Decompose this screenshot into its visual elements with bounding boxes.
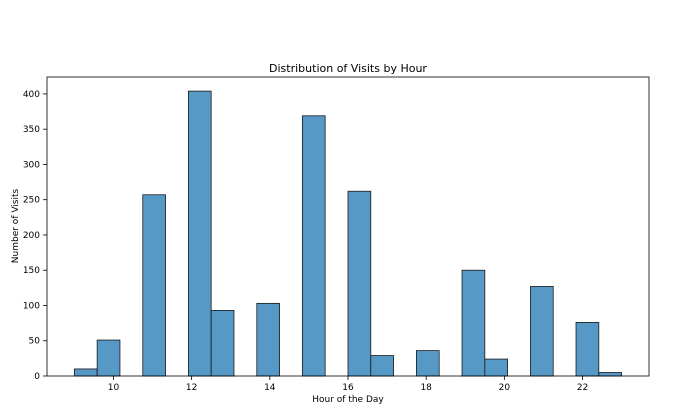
histogram-bar xyxy=(575,322,600,377)
histogram-bar xyxy=(256,302,280,377)
y-tick-label: 350 xyxy=(23,125,40,135)
histogram-bar xyxy=(598,372,623,377)
histogram-bar xyxy=(301,115,326,377)
histogram-bar xyxy=(370,355,394,377)
histogram-bar xyxy=(96,339,121,377)
y-tick-label: 50 xyxy=(29,337,41,347)
y-tick-label: 400 xyxy=(23,90,40,100)
x-tick-label: 18 xyxy=(420,383,432,393)
y-tick-label: 250 xyxy=(23,196,40,206)
histogram-bar xyxy=(210,310,235,377)
y-tick-label: 300 xyxy=(23,160,40,170)
x-tick-label: 14 xyxy=(264,383,276,393)
histogram-bar xyxy=(347,190,372,377)
plot-frame xyxy=(46,76,650,377)
chart-title: Distribution of Visits by Hour xyxy=(269,62,427,75)
histogram-bar xyxy=(530,286,554,377)
x-tick-label: 22 xyxy=(577,383,588,393)
y-tick-label: 0 xyxy=(34,372,40,382)
histogram-bar xyxy=(142,194,166,377)
histogram-bar xyxy=(416,350,440,377)
bars-group xyxy=(73,90,623,377)
histogram-bar xyxy=(73,368,98,377)
x-axis-ticks: 10 12 14 16 18 20 22 xyxy=(108,376,588,393)
histogram-bar xyxy=(187,90,212,377)
y-axis-ticks: 0 50 100 150 200 250 300 350 400 xyxy=(23,90,47,382)
y-axis-label: Number of Visits xyxy=(11,188,21,263)
x-axis-label: Hour of the Day xyxy=(312,395,384,405)
histogram-bar xyxy=(484,358,509,377)
x-tick-label: 16 xyxy=(342,383,354,393)
y-tick-label: 150 xyxy=(23,266,40,276)
y-tick-label: 100 xyxy=(23,301,40,311)
x-tick-label: 10 xyxy=(108,383,120,393)
histogram-bar xyxy=(461,269,486,377)
y-tick-label: 200 xyxy=(23,231,40,241)
x-tick-label: 20 xyxy=(499,383,511,393)
x-tick-label: 12 xyxy=(186,383,197,393)
